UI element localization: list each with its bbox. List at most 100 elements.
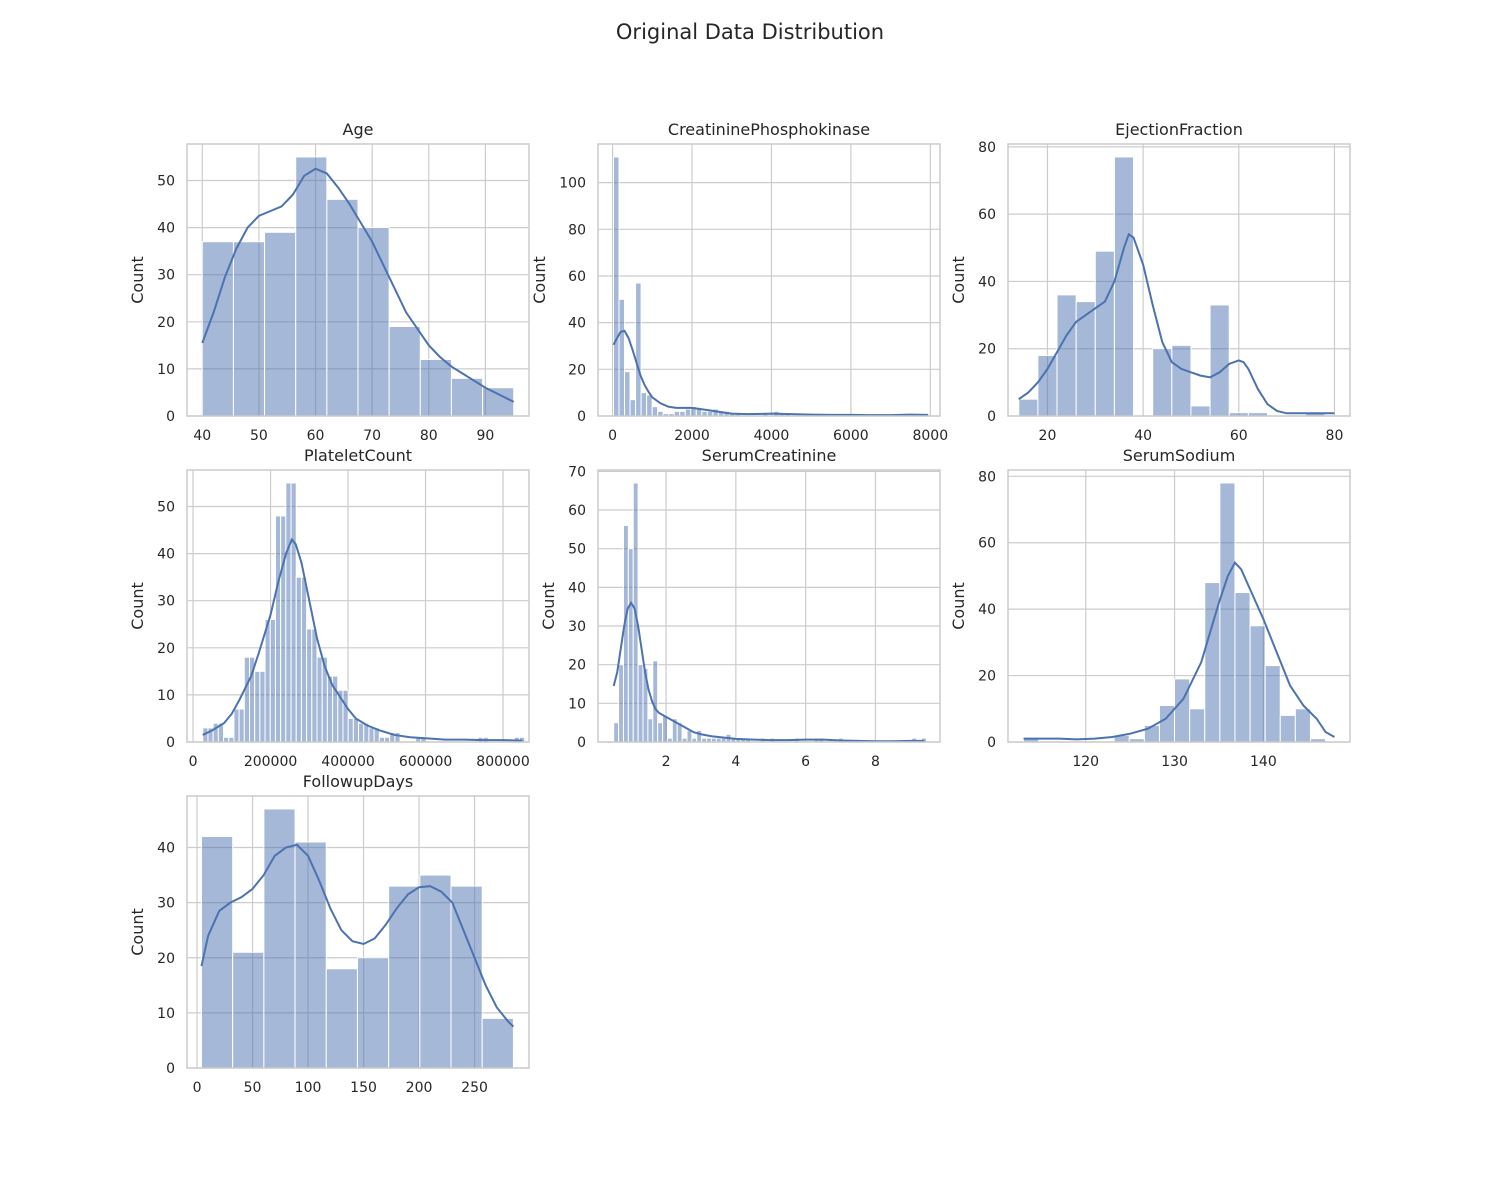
y-tick-label: 50 xyxy=(568,542,586,558)
histogram-bar xyxy=(640,392,648,417)
y-tick-label: 40 xyxy=(157,547,175,563)
histogram-bar xyxy=(311,628,318,743)
histogram-bar xyxy=(326,198,359,417)
y-tick-label: 40 xyxy=(157,841,175,857)
y-tick-label: 80 xyxy=(978,469,996,485)
histogram-bar xyxy=(481,1017,514,1069)
panel-serumsodium: 120 130 140 0 20 40 60 80 SerumSodium Count xyxy=(949,446,1351,770)
y-tick-label: 80 xyxy=(978,140,996,156)
x-tick-label: 200000 xyxy=(244,754,297,770)
histogram-bar xyxy=(254,670,261,743)
y-tick-label: 20 xyxy=(978,342,996,358)
y-tick-label: 40 xyxy=(568,580,586,596)
y-tick-label: 10 xyxy=(157,362,175,378)
panel-creatininephosphokinase: 0 2000 4000 6000 8000 0 20 40 60 80 100 CreatinineP… xyxy=(530,120,948,444)
y-tick-label: 20 xyxy=(157,951,175,967)
y-tick-label: 60 xyxy=(978,207,996,223)
y-tick-label: 20 xyxy=(157,641,175,657)
x-tick-label: 400000 xyxy=(321,754,374,770)
y-tick-label: 0 xyxy=(166,409,175,425)
histogram-bar xyxy=(1094,250,1115,417)
y-axis-label: Count xyxy=(539,582,558,630)
histogram-bar xyxy=(352,717,360,743)
histogram-bar xyxy=(618,298,626,417)
histogram-bar xyxy=(624,371,631,417)
x-tick-label: 80 xyxy=(420,428,438,444)
histogram-bar xyxy=(618,664,624,743)
x-tick-label: 40 xyxy=(193,428,211,444)
histogram-bar xyxy=(232,951,265,1069)
histogram-bar xyxy=(233,708,240,743)
x-tick-label: 60 xyxy=(307,428,325,444)
x-tick-label: 120 xyxy=(1072,754,1099,770)
panel-title: EjectionFraction xyxy=(1115,120,1243,139)
x-tick-label: 0 xyxy=(189,754,198,770)
histogram-bar xyxy=(1037,354,1058,417)
histogram-bar xyxy=(613,722,620,743)
y-tick-label: 100 xyxy=(559,176,586,192)
x-tick-label: 2 xyxy=(662,754,671,770)
plot-frame xyxy=(1007,143,1351,417)
kde-line xyxy=(1018,232,1335,415)
x-tick-label: 50 xyxy=(250,428,268,444)
histogram-bar xyxy=(629,399,637,417)
x-tick-label: 6 xyxy=(801,754,810,770)
x-tick-label: 8000 xyxy=(912,428,948,444)
kde-line xyxy=(612,329,929,417)
x-tick-label: 40 xyxy=(1134,428,1152,444)
y-tick-label: 40 xyxy=(978,274,996,290)
x-tick-label: 2000 xyxy=(674,428,710,444)
kde-line xyxy=(201,167,515,403)
histogram-bar xyxy=(696,729,703,743)
plot-frame xyxy=(186,143,530,417)
histogram-bar xyxy=(1171,344,1192,417)
y-tick-label: 30 xyxy=(157,896,175,912)
histogram-bar xyxy=(295,576,302,743)
y-tick-label: 40 xyxy=(978,602,996,618)
x-tick-label: 100 xyxy=(295,1080,322,1096)
histogram-bar xyxy=(285,482,292,743)
histogram-bar xyxy=(388,885,421,1069)
histogram-bar xyxy=(684,408,692,417)
x-tick-label: 90 xyxy=(476,428,494,444)
y-tick-label: 0 xyxy=(166,1061,175,1077)
y-tick-label: 0 xyxy=(166,735,175,751)
y-axis-label: Count xyxy=(949,256,968,304)
panel-title: FollowupDays xyxy=(303,772,413,791)
histogram-bar xyxy=(368,727,375,743)
panel-age: 40 50 60 70 80 90 0 10 20 30 40 50 Age Count xyxy=(128,120,530,444)
y-tick-label: 40 xyxy=(568,316,586,332)
x-tick-label: 80 xyxy=(1326,428,1344,444)
histogram-bar xyxy=(1113,156,1135,417)
figure-title: Original Data Distribution xyxy=(615,20,885,44)
panel-title: PlateletCount xyxy=(304,446,412,465)
y-axis-label: Count xyxy=(128,582,147,630)
panel-ejectionfraction: 20 40 60 80 0 20 40 60 80 EjectionFraction Count xyxy=(949,120,1351,444)
panel-plateletcount: 0 200000 400000 600000 800000 0 10 20 30 40 50 Plat… xyxy=(128,446,530,770)
histogram-bar xyxy=(419,358,452,417)
x-tick-label: 60 xyxy=(1230,428,1248,444)
x-tick-label: 150 xyxy=(350,1080,377,1096)
y-tick-label: 20 xyxy=(568,658,586,674)
y-tick-label: 30 xyxy=(568,619,586,635)
plot-frame xyxy=(597,469,941,743)
histogram-bar xyxy=(300,576,308,743)
plot-frame xyxy=(1007,469,1351,743)
y-tick-label: 20 xyxy=(978,669,996,685)
x-tick-label: 130 xyxy=(1161,754,1188,770)
histogram-bar xyxy=(294,841,327,1069)
x-tick-label: 4 xyxy=(731,754,740,770)
histogram-bar xyxy=(1143,724,1160,743)
y-tick-label: 0 xyxy=(987,735,996,751)
y-tick-label: 20 xyxy=(568,362,586,378)
x-tick-label: 0 xyxy=(608,428,617,444)
histogram-bar xyxy=(269,619,276,743)
x-tick-label: 140 xyxy=(1250,754,1277,770)
histogram-bar xyxy=(1189,708,1206,743)
histogram-bar xyxy=(1209,304,1230,417)
histogram-bar xyxy=(1018,398,1039,417)
histogram-bar xyxy=(263,808,296,1069)
x-tick-label: 0 xyxy=(193,1080,202,1096)
y-tick-label: 50 xyxy=(157,174,175,190)
histogram-bar xyxy=(1279,714,1296,743)
